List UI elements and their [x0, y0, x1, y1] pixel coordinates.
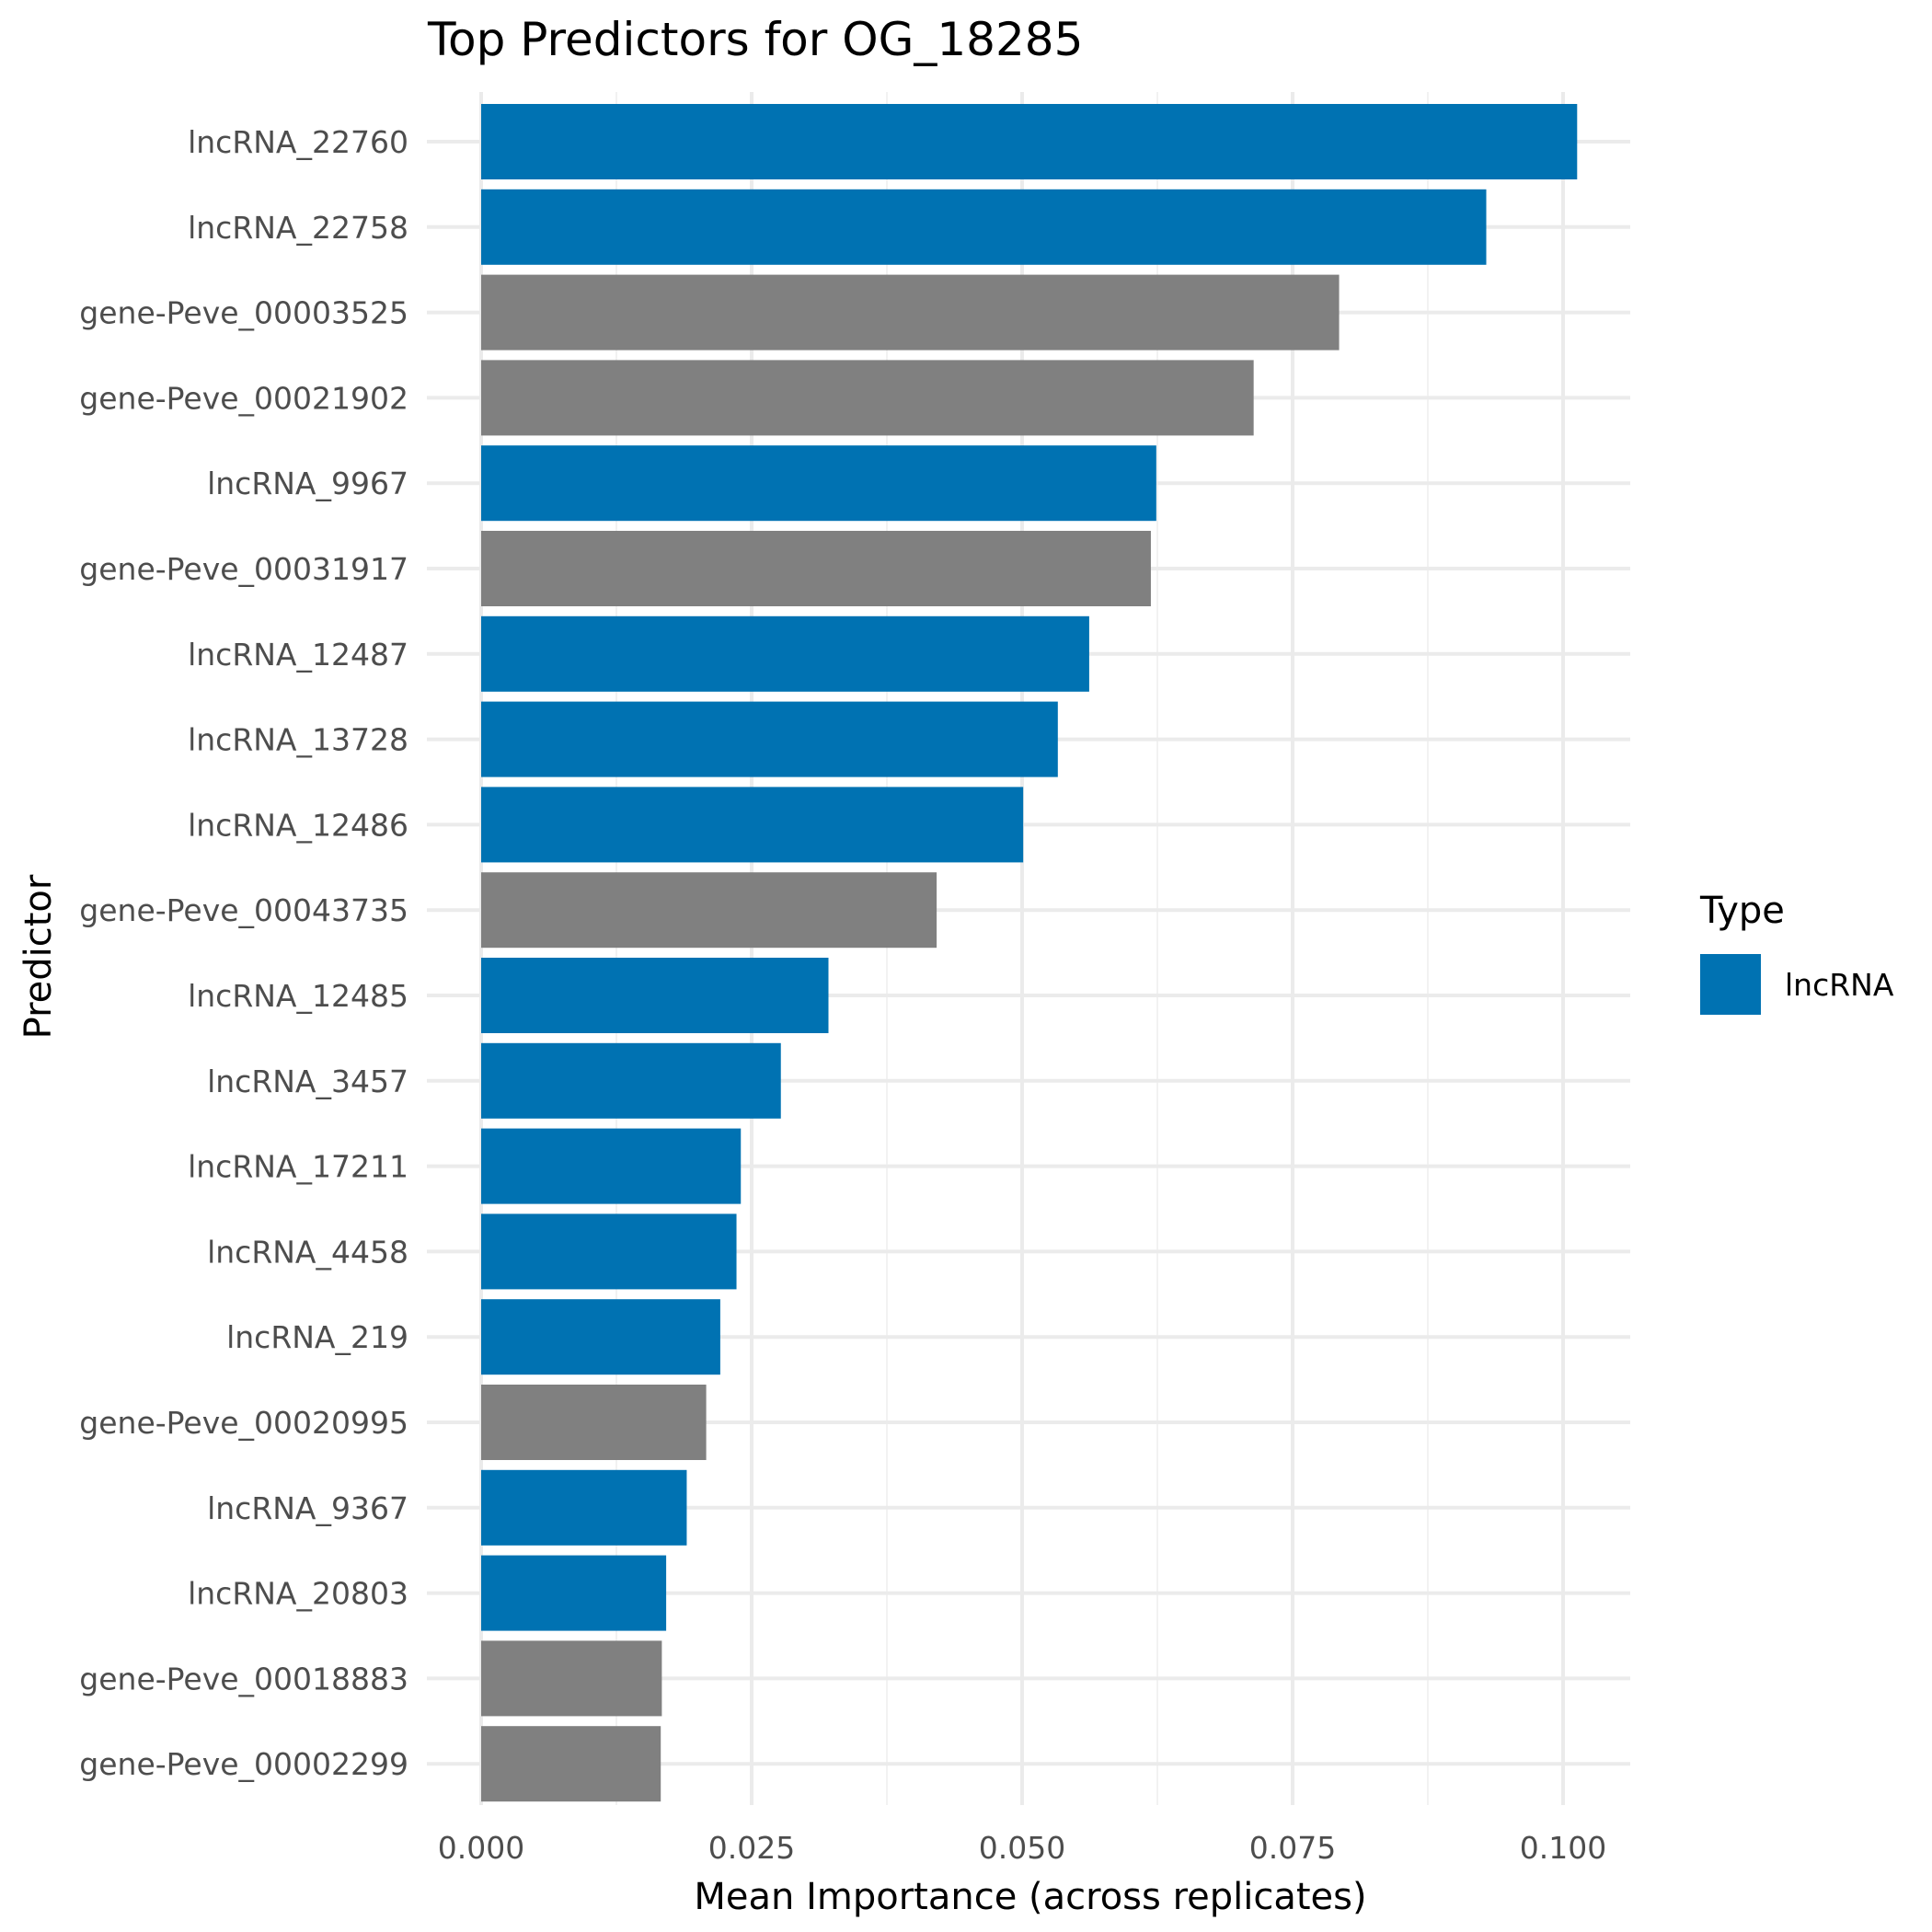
bar: [481, 1042, 781, 1119]
y-tick-label: lncRNA_12486: [188, 807, 408, 843]
bar: [481, 615, 1089, 692]
y-tick-label: gene-Peve_00018883: [79, 1661, 408, 1696]
x-tick-label: 0.050: [979, 1830, 1065, 1866]
y-tick-label: gene-Peve_00003525: [79, 295, 408, 331]
bar: [481, 958, 829, 1033]
bar: [481, 701, 1058, 777]
y-tick-label: lncRNA_4458: [207, 1234, 408, 1270]
y-tick-label: gene-Peve_00002299: [79, 1746, 408, 1782]
legend: Type lncRNA: [1699, 890, 1894, 1015]
y-tick-label: gene-Peve_00031917: [79, 551, 408, 587]
bar: [481, 872, 937, 949]
legend-title: Type: [1699, 890, 1785, 932]
bar: [481, 1128, 742, 1204]
y-tick-label: lncRNA_9367: [207, 1490, 408, 1526]
bar: [481, 1469, 687, 1546]
legend-label-lncrna: lncRNA: [1785, 967, 1894, 1003]
bar: [481, 787, 1024, 863]
y-tick-label: lncRNA_13728: [188, 722, 408, 758]
x-tick-label: 0.100: [1520, 1830, 1606, 1866]
bar: [481, 1555, 667, 1631]
bar: [481, 360, 1254, 436]
y-axis-title: Predictor: [17, 874, 60, 1039]
x-axis-title: Mean Importance (across replicates): [694, 1876, 1366, 1918]
y-tick-label: lncRNA_20803: [188, 1576, 408, 1612]
bar: [481, 1385, 707, 1460]
bar: [481, 445, 1156, 522]
legend-swatch-lncrna: [1700, 954, 1761, 1015]
bar: [481, 104, 1578, 179]
bar: [481, 1213, 737, 1290]
bar: [481, 189, 1487, 265]
bar: [481, 1640, 662, 1717]
chart-title: Top Predictors for OG_18285: [427, 13, 1083, 66]
bar: [481, 274, 1340, 351]
y-tick-label: gene-Peve_00043735: [79, 892, 408, 928]
y-tick-label: lncRNA_17211: [188, 1149, 408, 1185]
x-tick-label: 0.000: [438, 1830, 524, 1866]
bar: [481, 531, 1151, 606]
bar: [481, 1299, 720, 1375]
y-tick-label: lncRNA_219: [226, 1319, 408, 1355]
bar: [481, 1726, 661, 1802]
y-tick-labels: lncRNA_22760 lncRNA_22758 gene-Peve_000035…: [79, 124, 408, 1782]
bars-layer: [481, 104, 1578, 1802]
y-tick-label: lncRNA_12485: [188, 978, 408, 1014]
y-tick-label: lncRNA_22760: [188, 124, 408, 160]
x-tick-label: 0.025: [708, 1830, 795, 1866]
x-tick-labels: 0.000 0.025 0.050 0.075 0.100: [438, 1830, 1606, 1866]
y-tick-label: gene-Peve_00020995: [79, 1405, 408, 1441]
y-tick-label: lncRNA_9967: [207, 466, 408, 501]
x-tick-label: 0.075: [1249, 1830, 1336, 1866]
y-tick-label: lncRNA_22758: [188, 210, 408, 246]
y-tick-label: lncRNA_3457: [207, 1064, 408, 1099]
y-tick-label: gene-Peve_00021902: [79, 380, 408, 416]
y-tick-label: lncRNA_12487: [188, 637, 408, 673]
